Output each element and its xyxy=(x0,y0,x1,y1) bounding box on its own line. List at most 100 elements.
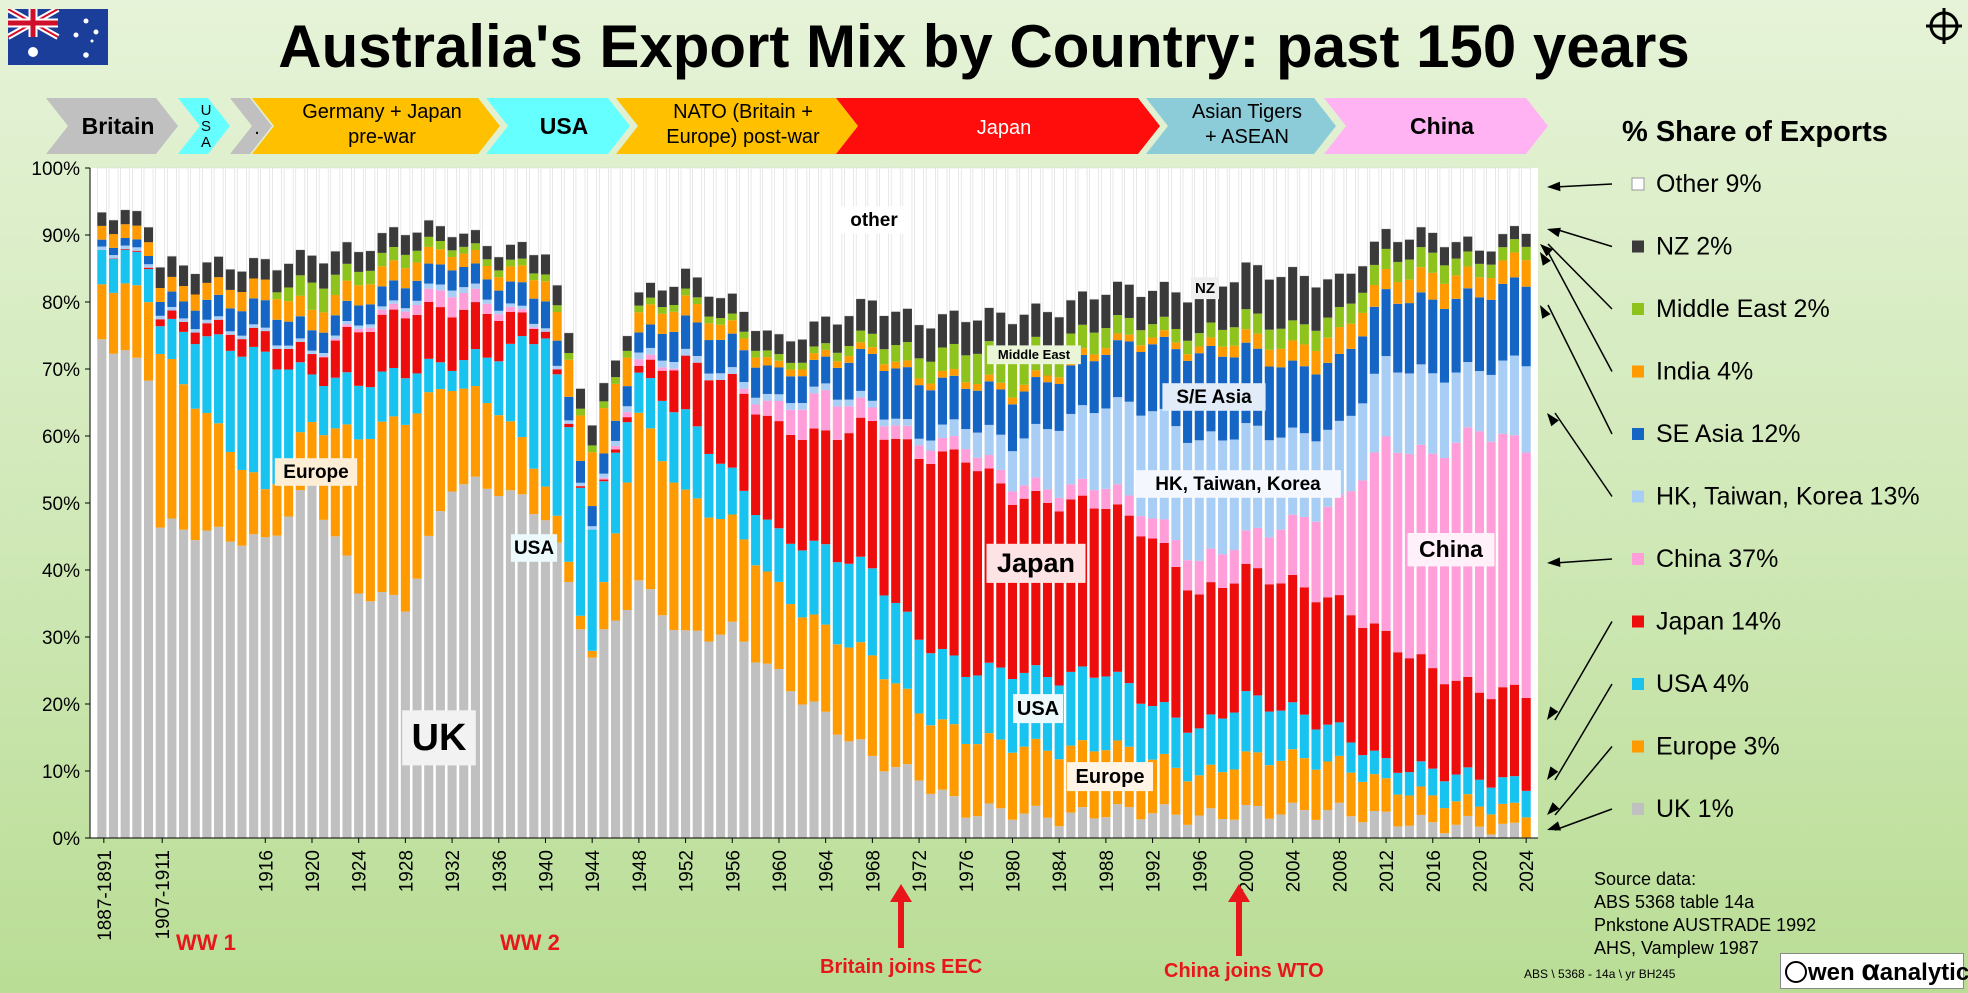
bar-segment xyxy=(225,541,235,838)
bar-segment xyxy=(1147,167,1158,291)
bar-segment xyxy=(132,239,142,248)
bar-segment xyxy=(727,367,737,374)
bar-segment xyxy=(260,537,270,838)
bar-segment xyxy=(1474,277,1485,298)
bar-segment xyxy=(1253,333,1263,349)
bar-segment xyxy=(190,273,200,295)
bar-segment xyxy=(447,236,457,251)
bar-segment xyxy=(622,386,632,407)
bar-segment xyxy=(389,309,399,368)
bar-segment xyxy=(225,308,235,332)
bar-segment xyxy=(143,302,154,381)
bar-segment xyxy=(1498,360,1508,434)
bar-segment xyxy=(1521,452,1531,698)
bar-segment xyxy=(1264,537,1274,585)
bar-segment xyxy=(377,371,387,422)
bar-segment xyxy=(260,331,270,352)
bar-segment xyxy=(190,344,200,409)
bar-segment xyxy=(937,437,947,452)
bar-segment xyxy=(202,167,212,263)
bar-segment xyxy=(284,301,294,322)
bar-segment xyxy=(494,290,504,311)
region-label-box xyxy=(1135,470,1341,498)
bar-segment xyxy=(1463,794,1473,816)
bar-segment xyxy=(1521,790,1531,818)
bar-segment xyxy=(260,167,271,260)
bar-segment xyxy=(1381,758,1391,779)
bar-segment xyxy=(1136,352,1146,416)
bar-segment xyxy=(1159,167,1170,282)
bar-segment xyxy=(470,386,480,477)
bar-segment xyxy=(1241,167,1251,263)
bar-segment xyxy=(1404,795,1414,826)
era-label: China xyxy=(1410,113,1474,139)
bar-segment xyxy=(972,744,982,817)
bar-segment xyxy=(1288,802,1298,838)
x-tick-label: 1984 xyxy=(1050,850,1071,893)
bar-segment xyxy=(1218,554,1228,588)
bar-segment xyxy=(552,285,562,306)
bar-segment xyxy=(1334,306,1344,328)
bar-segment xyxy=(1171,767,1181,815)
bar-segment xyxy=(599,453,609,474)
bar-segment xyxy=(1148,337,1158,345)
bar-segment xyxy=(961,743,971,818)
bar-segment xyxy=(132,251,142,286)
bar-segment xyxy=(739,338,749,351)
bar-segment xyxy=(1369,264,1379,286)
bar-segment xyxy=(937,424,947,438)
bar-segment xyxy=(237,271,247,293)
bar-segment xyxy=(377,306,387,310)
bar-segment xyxy=(1474,297,1485,372)
bar-segment xyxy=(1311,521,1321,603)
bar-segment xyxy=(856,330,866,343)
bar-segment xyxy=(1124,495,1134,516)
bar-segment xyxy=(692,304,702,323)
bar-segment xyxy=(1218,346,1228,357)
bar-segment xyxy=(342,280,352,301)
legend-pointer-head xyxy=(1547,706,1559,720)
bar-segment xyxy=(108,255,119,259)
bar-segment xyxy=(1124,515,1134,684)
bar-segment xyxy=(284,263,294,288)
bar-segment xyxy=(751,565,761,663)
bar-segment xyxy=(1381,167,1391,230)
bar-segment xyxy=(1416,761,1426,787)
bar-segment xyxy=(447,317,457,371)
bar-segment xyxy=(610,420,621,441)
bar-segment xyxy=(1451,298,1461,373)
y-tick-label: 20% xyxy=(42,695,80,716)
bar-segment xyxy=(167,167,177,257)
bar-segment xyxy=(821,544,831,625)
bar-segment xyxy=(96,167,107,213)
bar-segment xyxy=(435,362,445,390)
bar-segment xyxy=(1346,772,1356,817)
bar-segment xyxy=(996,389,1006,435)
bar-segment xyxy=(646,589,656,838)
bar-segment xyxy=(179,384,189,530)
bar-segment xyxy=(482,488,492,838)
bar-segment xyxy=(1159,702,1169,754)
bar-segment xyxy=(1486,441,1496,700)
bar-segment xyxy=(1159,281,1169,317)
bar-segment xyxy=(1183,442,1193,561)
bar-segment xyxy=(1416,292,1426,365)
bar-segment xyxy=(412,578,422,838)
bar-segment xyxy=(482,403,492,489)
bar-segment xyxy=(424,358,434,393)
legend-label: NZ 2% xyxy=(1656,233,1732,261)
bar-segment xyxy=(1369,774,1379,811)
bar-segment xyxy=(949,796,959,838)
bar-segment xyxy=(1171,814,1181,838)
bar-segment xyxy=(1288,702,1298,750)
bar-segment xyxy=(1031,738,1041,806)
bar-segment xyxy=(1369,285,1379,307)
bar-segment xyxy=(1007,357,1018,398)
bar-segment xyxy=(1101,354,1111,409)
bar-segment xyxy=(622,350,632,358)
bar-segment xyxy=(1358,781,1368,823)
bar-segment xyxy=(1042,375,1053,383)
bar-segment xyxy=(1358,627,1368,756)
bar-segment xyxy=(284,349,294,370)
